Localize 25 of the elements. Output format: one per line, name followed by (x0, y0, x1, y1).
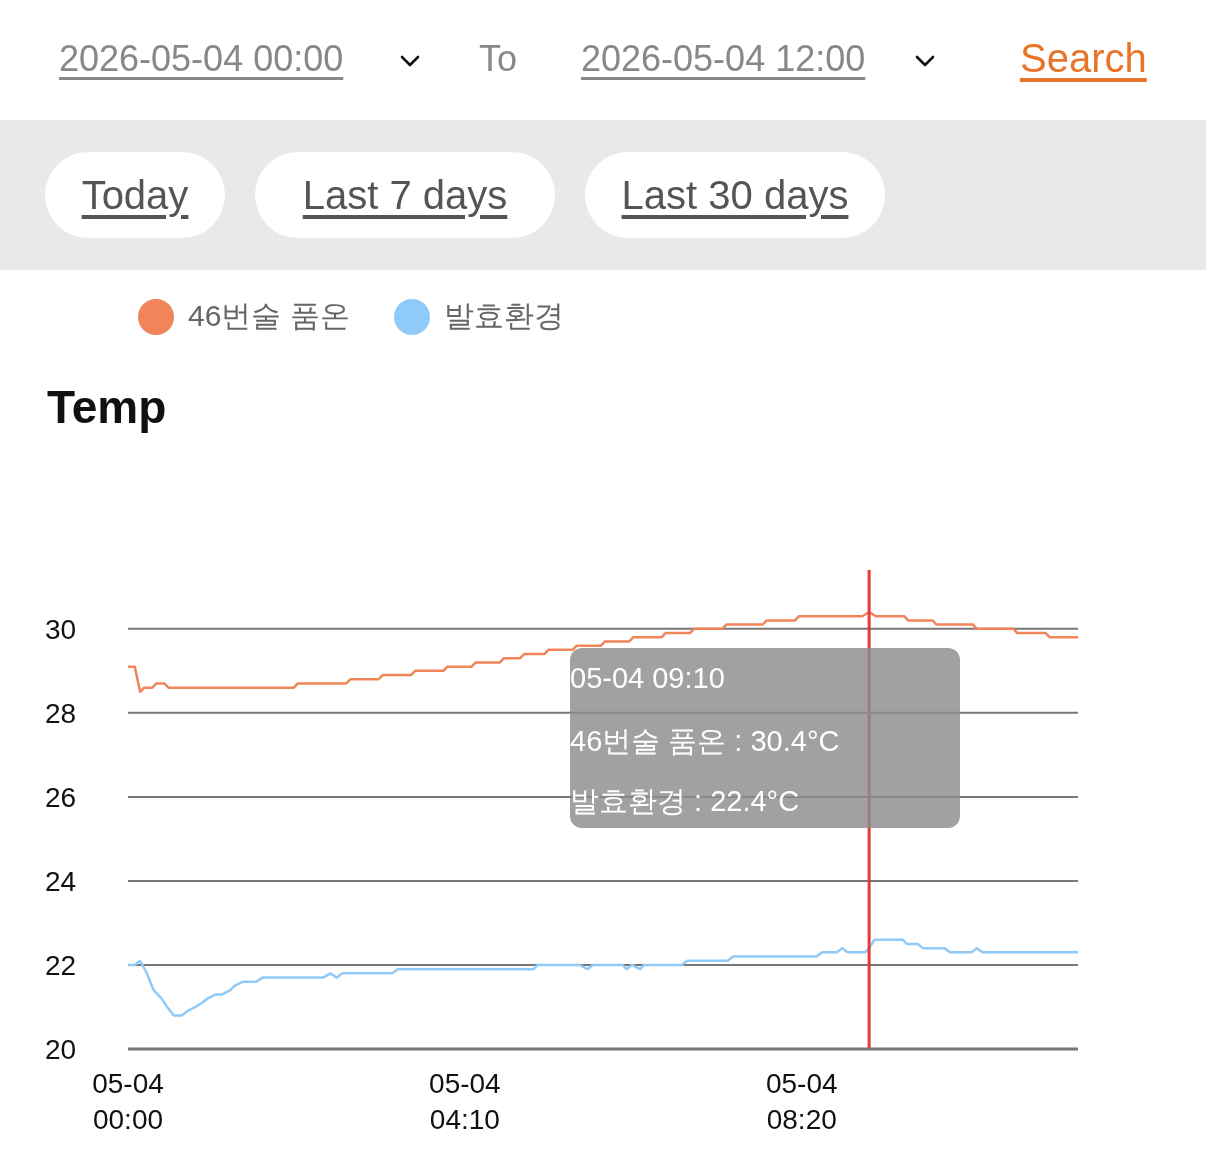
y-tick-label: 22 (45, 949, 77, 981)
x-tick-label: 05-04 04:10 (429, 1068, 501, 1135)
x-tick-label: 05-04 00:00 (92, 1068, 164, 1135)
y-tick-label: 24 (45, 865, 77, 897)
tooltip-box: 05-04 09:10 46번술 품온 : 30.4°C 발효환경 : 22.4°C (570, 648, 960, 828)
text: Today (45, 152, 225, 238)
text: To (479, 38, 518, 80)
chart-title: Temp (47, 380, 167, 434)
annotation: 46번술 품온 : 30.4°C (570, 724, 840, 759)
x-tick-label: 05-04 08:20 (765, 1068, 838, 1135)
text: Last 30 days (585, 152, 885, 238)
annotation: 발효환경 : 22.4°C (570, 784, 800, 819)
legend-label: 발효환경 (443, 298, 564, 334)
annotation: 05-04 09:10 (570, 662, 725, 695)
y-tick-label: 20 (45, 1034, 77, 1065)
text: Last 7 days (255, 152, 555, 238)
text: Search (1020, 36, 1147, 81)
y-tick-label: 30 (45, 613, 77, 645)
line-series (128, 610, 1078, 694)
text: 2026-05-04 12:00 (581, 38, 866, 80)
text: 2026-05-04 00:00 (59, 38, 344, 80)
y-tick-label: 28 (45, 697, 77, 729)
y-tick-label: 26 (45, 781, 77, 813)
line-series (128, 938, 1078, 1017)
legend-label: 46번술 품온 (188, 298, 350, 334)
